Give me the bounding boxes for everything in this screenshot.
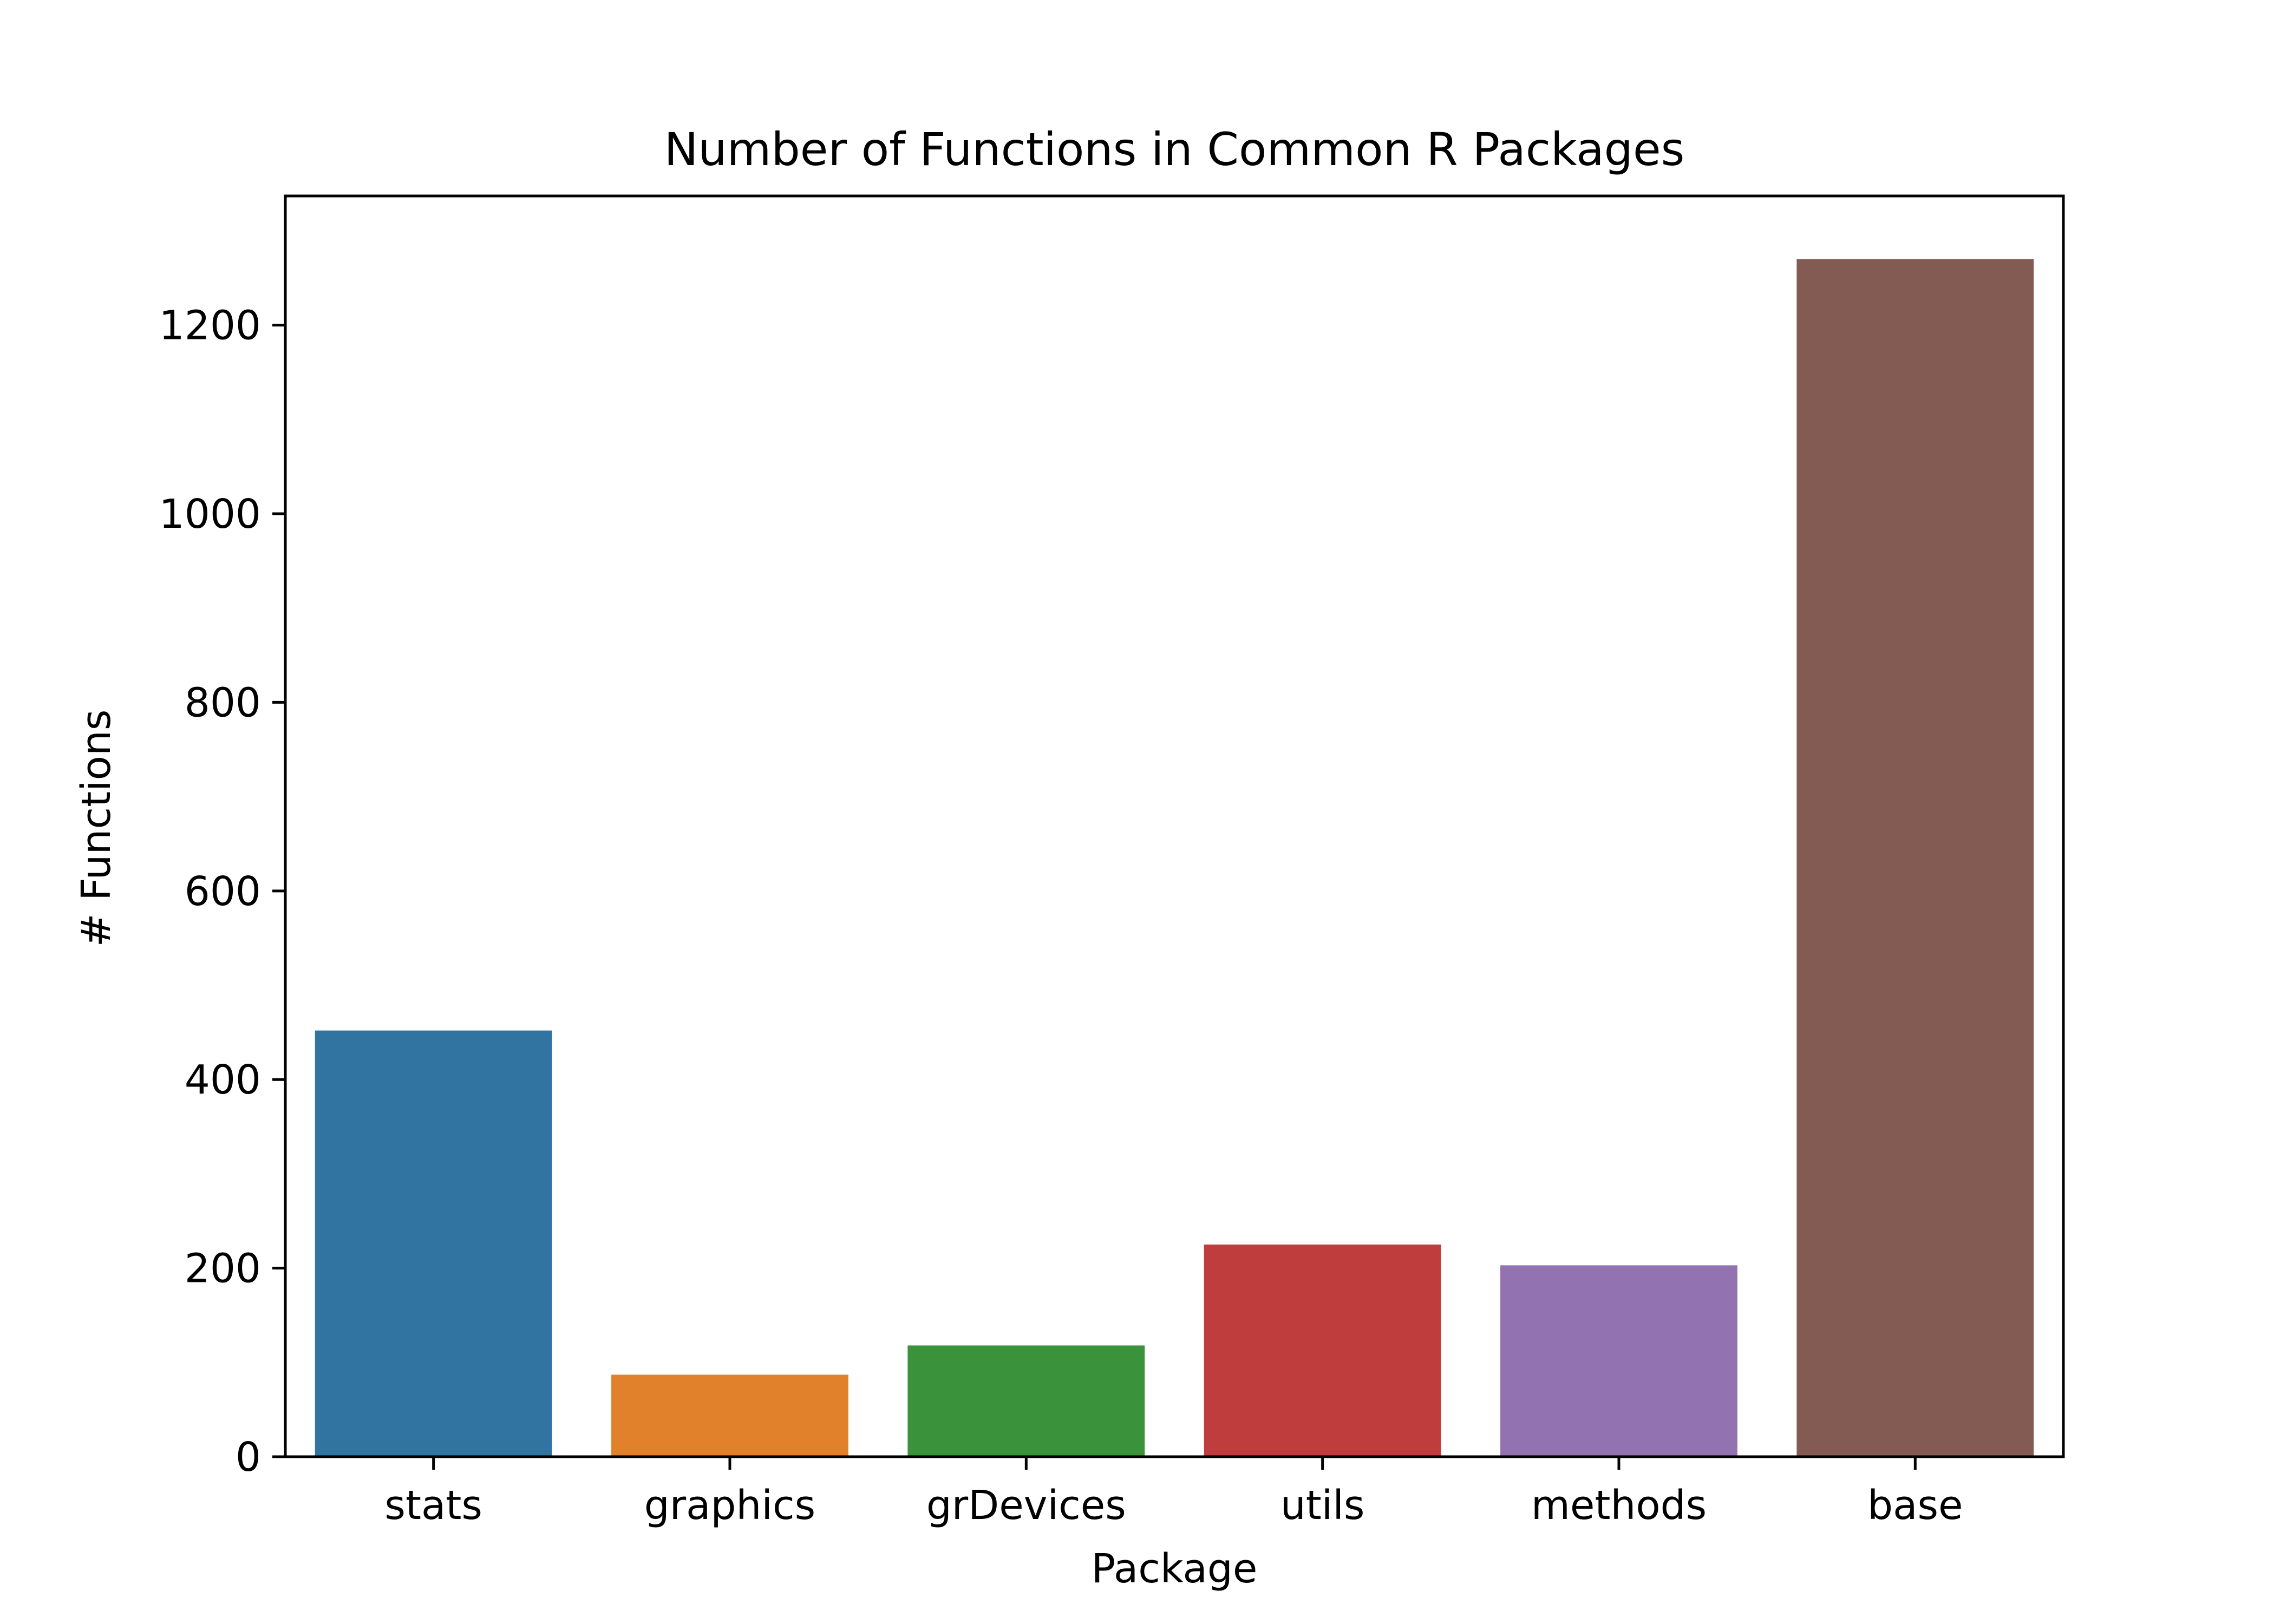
x-tick-label-methods: methods <box>1531 1482 1707 1529</box>
bar-stats <box>315 1030 552 1457</box>
y-tick-label-800: 800 <box>185 679 261 726</box>
x-tick-label-stats: stats <box>384 1482 482 1529</box>
y-tick-label-600: 600 <box>185 868 261 915</box>
x-axis: stats graphics grDevices utils methods base <box>384 1457 1963 1529</box>
x-axis-label: Package <box>1092 1546 1258 1592</box>
bar-grDevices <box>907 1345 1145 1457</box>
bar-utils <box>1204 1245 1441 1457</box>
y-tick-label-0: 0 <box>236 1434 261 1481</box>
y-tick-label-400: 400 <box>185 1057 261 1103</box>
bar-graphics <box>611 1374 848 1457</box>
plot-frame <box>284 194 2065 1458</box>
x-tick-label-graphics: graphics <box>644 1482 815 1529</box>
bar-base <box>1796 259 2034 1457</box>
x-tick-label-base: base <box>1867 1482 1963 1529</box>
chart-title: Number of Functions in Common R Packages <box>664 123 1685 176</box>
y-tick-label-1000: 1000 <box>159 491 261 538</box>
bars-group <box>315 259 2034 1457</box>
x-tick-label-grDevices: grDevices <box>926 1482 1126 1529</box>
x-tick-label-utils: utils <box>1280 1482 1365 1529</box>
y-tick-label-1200: 1200 <box>159 303 261 349</box>
y-axis-label: # Functions <box>73 710 120 947</box>
y-axis: 0 200 400 600 800 1000 1200 <box>159 303 285 1481</box>
bar-methods <box>1500 1265 1737 1457</box>
y-tick-label-200: 200 <box>185 1246 261 1292</box>
